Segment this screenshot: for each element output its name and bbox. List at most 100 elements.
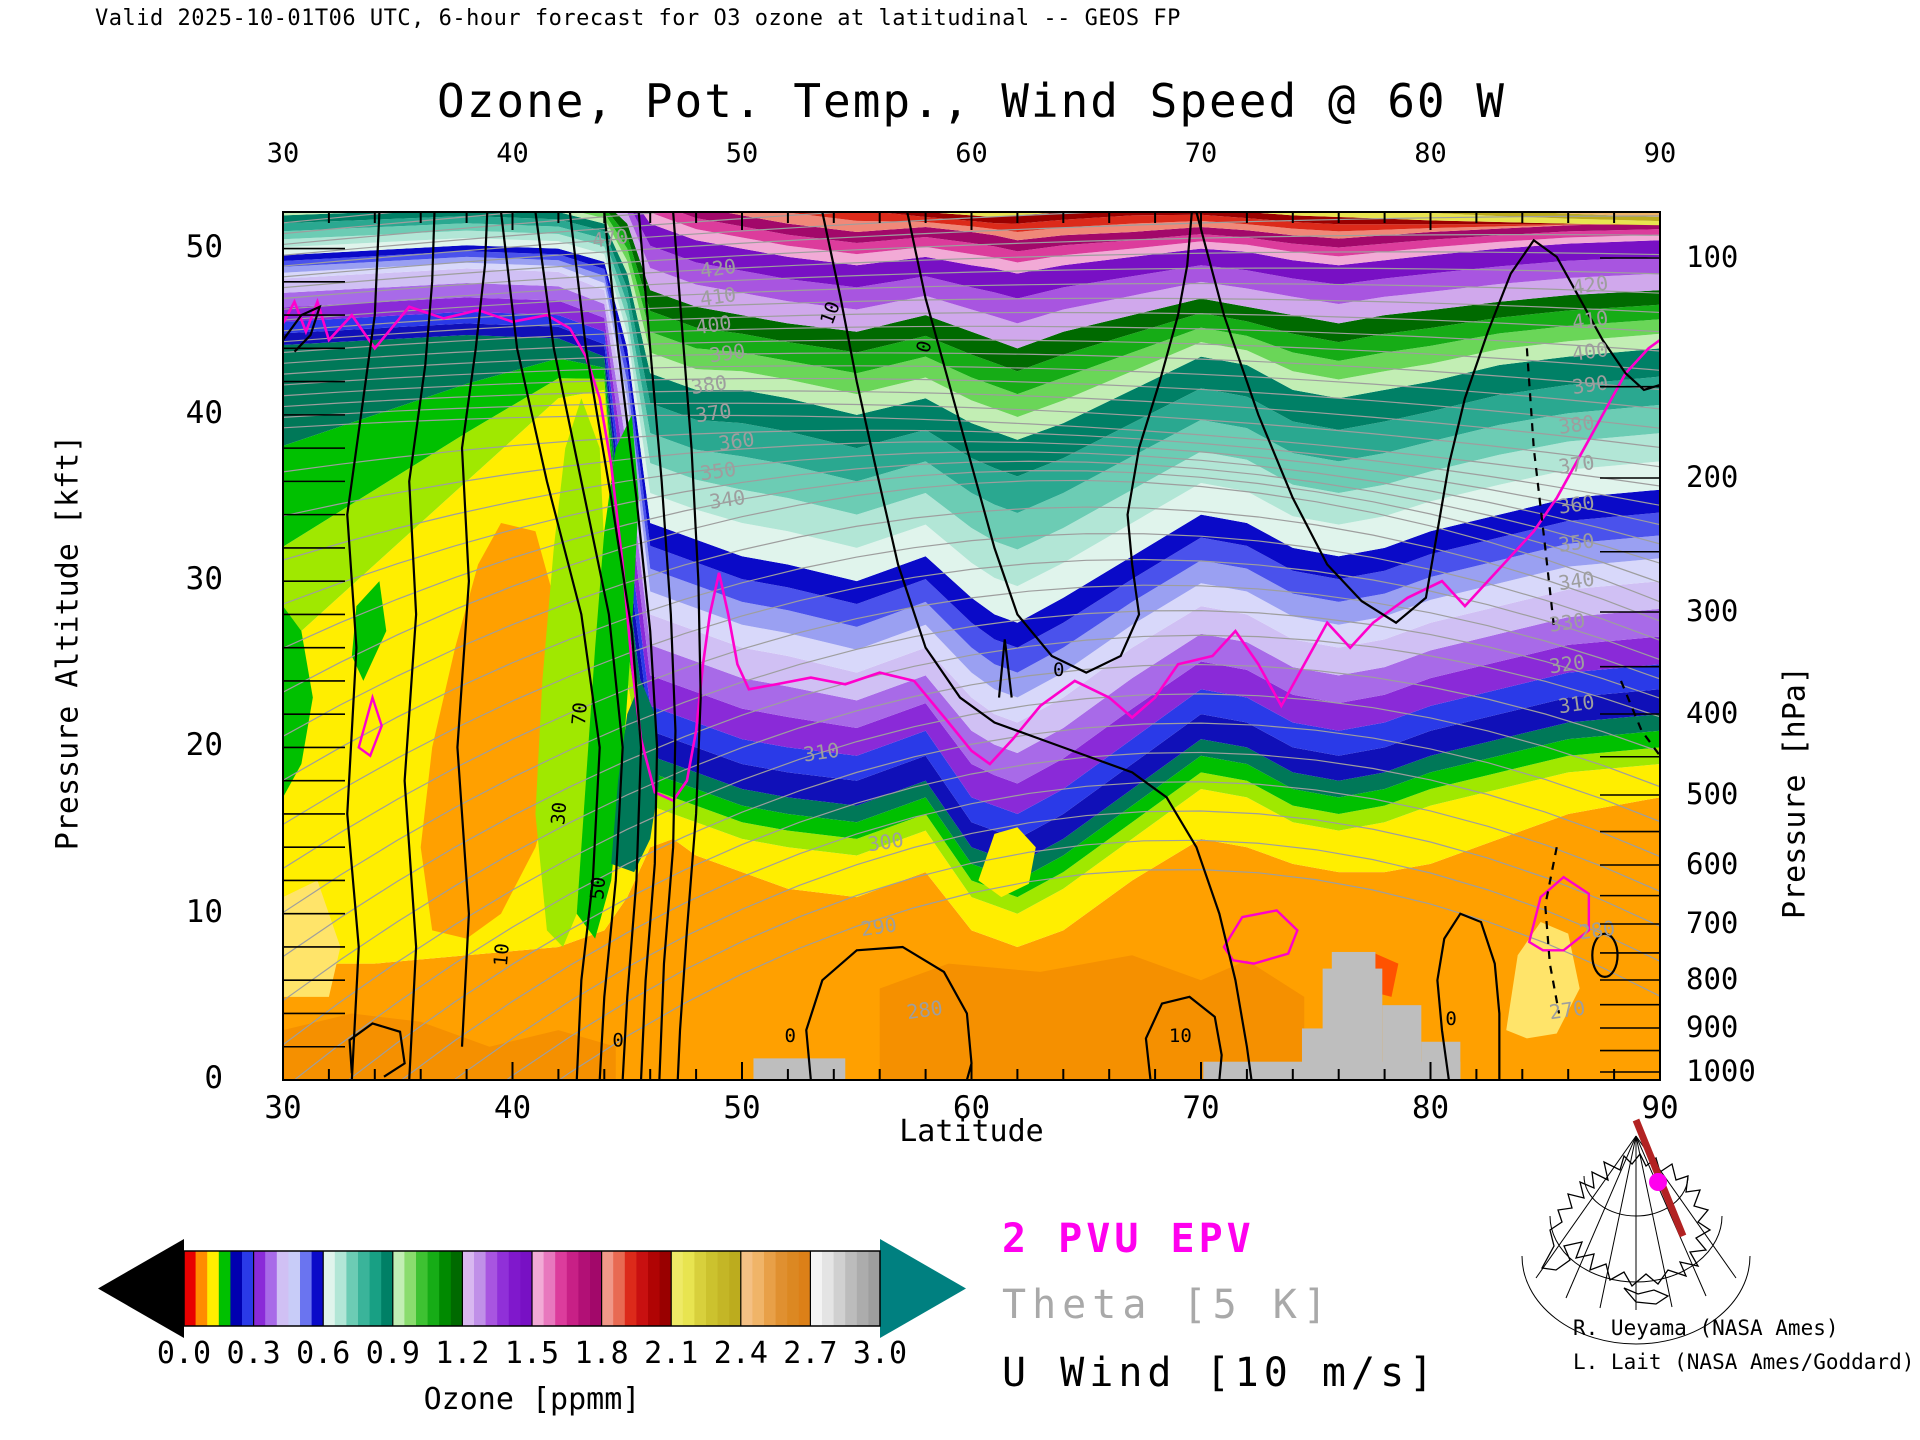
theta-contour bbox=[283, 251, 1660, 300]
kft-tick-label: 40 bbox=[185, 394, 223, 431]
colorbar bbox=[98, 1239, 966, 1338]
colorbar-segment bbox=[717, 1251, 730, 1326]
theta-label: 380 bbox=[1557, 410, 1596, 439]
colorbar-segment bbox=[323, 1251, 336, 1326]
lat-tick-bottom: 30 bbox=[264, 1090, 302, 1126]
legend-theta-contour: Theta [5 K] bbox=[1002, 1282, 1333, 1328]
theta-contour bbox=[283, 429, 1660, 506]
colorbar-segment bbox=[462, 1251, 475, 1326]
uwind-contour bbox=[637, 212, 677, 1080]
colorbar-segment bbox=[566, 1251, 580, 1326]
theta-contour bbox=[283, 365, 1660, 410]
theta-label: 370 bbox=[694, 399, 733, 428]
colorbar-tick-label: 0.6 bbox=[296, 1336, 351, 1371]
ozone-band bbox=[632, 212, 1660, 299]
uwind-label: 0 bbox=[912, 338, 936, 355]
colorbar-tick-label: 0.0 bbox=[156, 1336, 212, 1371]
ozone-patch bbox=[283, 606, 313, 798]
colorbar-segment bbox=[845, 1251, 858, 1326]
kft-tick-label: 50 bbox=[185, 228, 223, 265]
pv-contour bbox=[283, 297, 1660, 803]
ozone-band bbox=[283, 230, 1660, 587]
axes-frame bbox=[282, 211, 1661, 1081]
colorbar-segment bbox=[659, 1251, 672, 1326]
colorbar-segment bbox=[624, 1251, 638, 1326]
inset-parallel bbox=[1521, 1255, 1751, 1345]
theta-contour bbox=[452, 810, 1660, 1080]
ozone-band bbox=[283, 215, 1660, 513]
colorbar-segment bbox=[810, 1251, 823, 1326]
ozone-band bbox=[600, 212, 1660, 395]
terrain-block bbox=[1331, 951, 1376, 1080]
colorbar-segment bbox=[740, 1251, 754, 1326]
ozone-band bbox=[578, 212, 1660, 417]
ozone-band bbox=[283, 335, 1660, 881]
colorbar-segment bbox=[787, 1251, 800, 1326]
uwind-contour bbox=[403, 212, 436, 1080]
ozone-band bbox=[283, 122, 1660, 189]
terrain-block bbox=[753, 1058, 846, 1080]
theta-contour bbox=[283, 311, 1660, 343]
lat-tick-bottom: 50 bbox=[723, 1090, 761, 1126]
terrain-block bbox=[1382, 1005, 1422, 1080]
colorbar-segment bbox=[369, 1251, 382, 1326]
colorbar-segment bbox=[230, 1251, 243, 1326]
theta-label: 470 bbox=[591, 224, 630, 253]
lat-tick-top: 30 bbox=[266, 138, 300, 169]
colorbar-segment bbox=[868, 1251, 881, 1326]
theta-contour bbox=[283, 479, 1660, 693]
uwind-contour-dashed bbox=[1619, 680, 1660, 757]
colorbar-tick-label: 1.2 bbox=[435, 1336, 490, 1371]
lat-tick-top: 80 bbox=[1414, 138, 1447, 169]
theta-label: 270 bbox=[1548, 995, 1587, 1024]
ozone-band bbox=[925, 212, 1660, 226]
colorbar-segment bbox=[555, 1251, 568, 1326]
colorbar-tick-label: 1.5 bbox=[504, 1336, 560, 1371]
theta-contour bbox=[283, 402, 1660, 468]
lat-tick-bottom: 70 bbox=[1182, 1090, 1220, 1126]
colorbar-segment bbox=[856, 1251, 870, 1326]
theta-contour bbox=[283, 610, 1660, 914]
inset-meridian bbox=[1565, 1135, 1637, 1299]
ozone-band bbox=[283, 237, 1660, 623]
colorbar-segment bbox=[532, 1251, 545, 1326]
theta-contour bbox=[283, 267, 1660, 310]
uwind-label: 0 bbox=[612, 1030, 623, 1052]
credit-line-1: R. Ueyama (NASA Ames) bbox=[1573, 1316, 1839, 1340]
inset-coastline bbox=[1623, 1287, 1670, 1305]
uwind-contour bbox=[672, 212, 702, 1080]
colorbar-segment bbox=[474, 1251, 487, 1326]
theta-label: 280 bbox=[1578, 916, 1617, 945]
uwind-label: 30 bbox=[547, 801, 571, 826]
ozone-band bbox=[607, 212, 1660, 372]
uwind-contour bbox=[805, 945, 973, 1080]
theta-contour bbox=[283, 663, 1660, 1002]
theta-label: 390 bbox=[708, 339, 747, 368]
colorbar-segment bbox=[346, 1251, 359, 1326]
theta-label: 290 bbox=[859, 912, 898, 941]
lat-tick-top: 40 bbox=[496, 138, 529, 169]
theta-contour bbox=[283, 584, 1660, 869]
colorbar-segment bbox=[497, 1251, 510, 1326]
theta-contour bbox=[283, 212, 854, 256]
colorbar-segment bbox=[601, 1251, 614, 1326]
colorbar-segment bbox=[218, 1251, 232, 1326]
uwind-contour bbox=[1144, 995, 1223, 1080]
colorbar-segment bbox=[300, 1251, 313, 1326]
lat-tick-bottom: 40 bbox=[493, 1090, 532, 1126]
lat-tick-top: 60 bbox=[955, 138, 988, 169]
ozone-patch bbox=[420, 522, 566, 939]
ozone-patch bbox=[283, 1013, 616, 1080]
theta-label: 350 bbox=[1557, 528, 1596, 557]
x-axis-title: Latitude bbox=[899, 1114, 1044, 1149]
uwind-label: 0 bbox=[784, 1025, 795, 1047]
theta-label: 380 bbox=[689, 370, 728, 399]
theta-label: 320 bbox=[1548, 650, 1587, 679]
theta-label: 400 bbox=[1571, 337, 1610, 366]
pressure-tick-label: 500 bbox=[1686, 777, 1739, 811]
uwind-contour bbox=[821, 212, 1253, 1080]
ozone-patch bbox=[351, 581, 387, 681]
theta-label: 390 bbox=[1571, 370, 1610, 399]
colorbar-segment bbox=[775, 1251, 788, 1326]
uwind-contour bbox=[997, 639, 1013, 698]
